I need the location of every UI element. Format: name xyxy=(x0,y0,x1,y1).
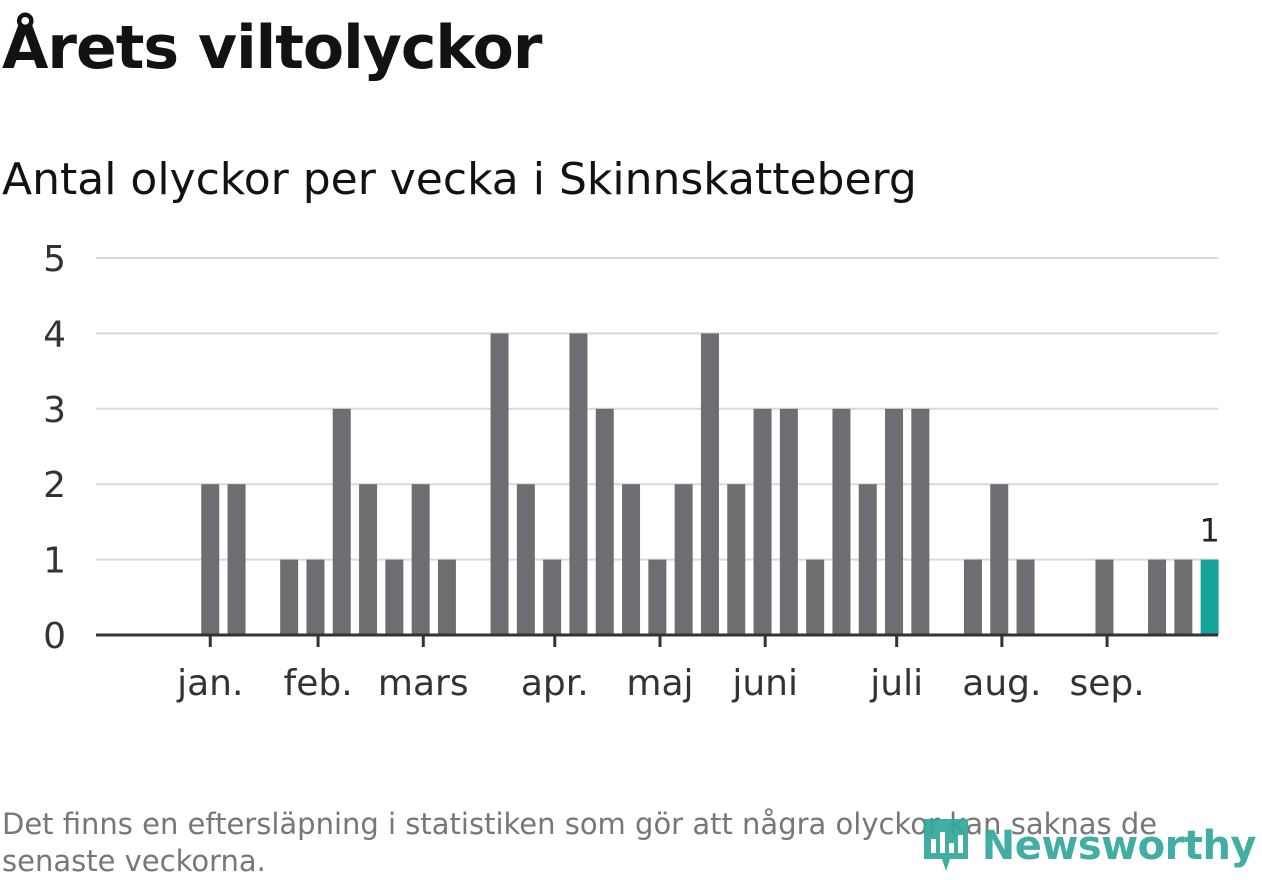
bar xyxy=(201,484,220,635)
bar xyxy=(595,408,614,635)
bar xyxy=(1095,559,1114,635)
bar xyxy=(280,559,299,635)
bar-highlight xyxy=(1200,559,1219,635)
bar xyxy=(516,484,535,635)
y-tick-label: 2 xyxy=(43,465,66,506)
data-label: 1 xyxy=(1199,512,1219,550)
bar xyxy=(490,333,509,635)
bar xyxy=(569,333,588,635)
chart-title: Årets viltolyckor xyxy=(2,13,542,83)
bar xyxy=(858,484,877,635)
y-axis-ticks: 0 1 2 3 4 5 xyxy=(43,239,66,657)
bar xyxy=(1174,559,1193,635)
grid-lines xyxy=(96,257,1218,561)
bar xyxy=(648,559,667,635)
y-tick-label: 0 xyxy=(43,616,66,657)
y-tick-label: 3 xyxy=(43,390,66,431)
x-tick-label: mars xyxy=(378,663,469,704)
x-tick-label: juni xyxy=(731,663,798,704)
bar xyxy=(674,484,693,635)
x-tick-label: aug. xyxy=(962,663,1041,704)
bars xyxy=(201,333,1219,635)
bar xyxy=(411,484,430,635)
bar xyxy=(332,408,351,635)
bar xyxy=(806,559,825,635)
chart-subtitle: Antal olyckor per vecka i Skinnskatteber… xyxy=(2,154,917,205)
bar xyxy=(727,484,746,635)
x-axis-ticks: jan. feb. mars apr. maj juni juli aug. sep. xyxy=(176,635,1145,704)
x-tick-label: feb. xyxy=(284,663,353,704)
brand-name: Newsworthy xyxy=(981,823,1257,869)
x-tick-label: maj xyxy=(626,663,693,704)
bar xyxy=(622,484,641,635)
bar xyxy=(885,408,904,635)
bar xyxy=(963,559,982,635)
x-tick-label: juli xyxy=(869,663,923,704)
x-tick-label: sep. xyxy=(1069,663,1144,704)
bar xyxy=(700,333,719,635)
bar xyxy=(306,559,325,635)
bar xyxy=(832,408,851,635)
bar xyxy=(990,484,1009,635)
bar xyxy=(779,408,798,635)
bar xyxy=(543,559,562,635)
bar xyxy=(385,559,404,635)
y-tick-label: 4 xyxy=(43,314,66,355)
bar xyxy=(437,559,456,635)
data-labels: 1 xyxy=(1199,512,1219,550)
newsworthy-logo: Newsworthy xyxy=(920,815,1257,877)
bar xyxy=(1148,559,1167,635)
y-tick-label: 5 xyxy=(43,239,66,280)
bar xyxy=(911,408,930,635)
bar xyxy=(753,408,772,635)
bar xyxy=(359,484,378,635)
x-tick-label: jan. xyxy=(176,663,243,704)
bar xyxy=(227,484,246,635)
y-tick-label: 1 xyxy=(43,541,66,582)
newsworthy-icon xyxy=(923,819,968,871)
bar xyxy=(1016,559,1035,635)
x-tick-label: apr. xyxy=(521,663,589,704)
